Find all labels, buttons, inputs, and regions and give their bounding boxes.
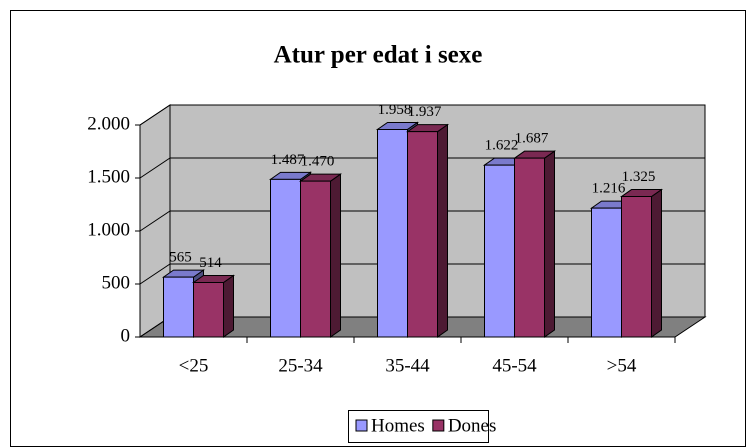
x-tick-label: 35-44: [385, 355, 430, 376]
value-label: 1.687: [515, 131, 549, 147]
legend-swatch: [355, 419, 368, 432]
value-label: 565: [169, 250, 192, 266]
value-label: 1.958: [378, 102, 412, 118]
bar-face: [270, 178, 301, 338]
x-tick-label: >54: [607, 355, 637, 376]
bar-face: [407, 131, 438, 338]
legend-label: Homes: [371, 415, 425, 436]
value-label: 1.216: [592, 181, 626, 197]
value-label: 1.622: [485, 138, 519, 154]
bar-face: [300, 180, 331, 338]
bar-face: [163, 276, 194, 338]
bar-face: [544, 150, 555, 338]
bar-face: [330, 173, 341, 338]
bar-face: [437, 123, 448, 338]
bar: [405, 123, 450, 338]
legend-label: Dones: [448, 415, 497, 436]
y-tick-label: 1.500: [87, 166, 130, 187]
bar-face: [377, 128, 408, 338]
bar-face: [223, 274, 234, 338]
bar: [512, 150, 557, 338]
bar-face: [514, 157, 545, 338]
value-label: 514: [199, 255, 222, 271]
legend-box: [348, 410, 489, 443]
y-tick-label: 1.000: [87, 219, 130, 240]
bar: [191, 274, 236, 338]
bar-face: [621, 196, 652, 338]
chart-title: Atur per edat i sexe: [274, 42, 483, 69]
legend-swatch: [432, 419, 445, 432]
x-tick-label: 45-54: [492, 355, 537, 376]
bar: [619, 188, 664, 338]
grid-line: [139, 104, 705, 126]
y-tick-label: 500: [102, 272, 131, 293]
bar-face: [484, 164, 515, 338]
y-tick-label: 0: [121, 325, 131, 346]
value-label: 1.937: [408, 104, 442, 120]
bar-face: [193, 282, 224, 338]
value-label: 1.470: [301, 154, 335, 170]
value-label: 1.487: [271, 152, 305, 168]
bar-face: [651, 188, 662, 338]
value-label: 1.325: [622, 169, 656, 185]
bar-face: [591, 207, 622, 338]
y-tick-label: 2.000: [87, 113, 130, 134]
x-tick-label: <25: [179, 355, 209, 376]
x-tick-label: 25-34: [278, 355, 323, 376]
bar: [298, 173, 343, 338]
